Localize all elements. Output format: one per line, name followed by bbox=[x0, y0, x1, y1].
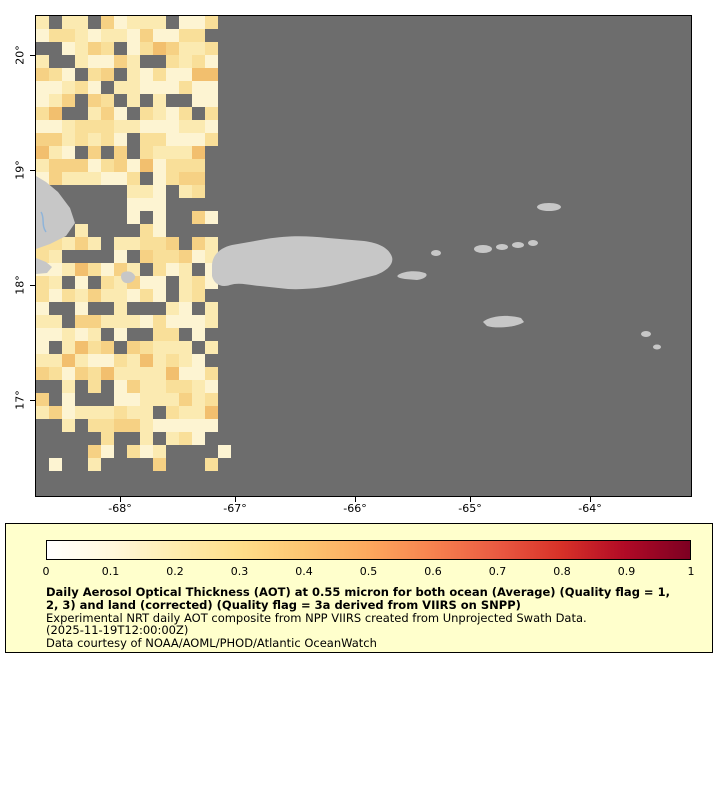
small-island-east-1 bbox=[641, 331, 651, 337]
lon-tick-label: -67° bbox=[223, 502, 247, 515]
lon-tick-mark bbox=[470, 497, 471, 502]
colorbar-tick-label: 0 bbox=[42, 565, 50, 578]
st-croix bbox=[483, 315, 524, 328]
colorbar-tick-label: 1 bbox=[687, 565, 695, 578]
tortola bbox=[512, 242, 524, 248]
colorbar-tick-label: 0.6 bbox=[424, 565, 442, 578]
colorbar-tick-label: 0.9 bbox=[617, 565, 636, 578]
lat-tick-mark bbox=[30, 285, 35, 286]
virgin-gorda bbox=[528, 240, 538, 246]
puerto-rico bbox=[212, 236, 393, 290]
lon-tick-mark bbox=[590, 497, 591, 502]
caption-detail-line: Data courtesy of NOAA/AOML/PHOD/Atlantic… bbox=[46, 636, 377, 651]
lon-tick-mark bbox=[120, 497, 121, 502]
legend-panel: 0 0.1 0.2 0.3 0.4 0.5 0.6 0.7 0.8 0.9 1 Daily Aero… bbox=[5, 523, 713, 653]
colorbar-tick-label: 0.8 bbox=[553, 565, 571, 578]
st-john bbox=[496, 244, 508, 250]
lat-tick-label: 18° bbox=[13, 275, 27, 295]
hispaniola-southeast bbox=[36, 258, 52, 274]
colorbar-tick-label: 0.5 bbox=[359, 565, 378, 578]
lon-tick-label: -66° bbox=[343, 502, 367, 515]
lon-tick-label: -65° bbox=[458, 502, 482, 515]
lat-tick-label: 20° bbox=[13, 45, 27, 65]
river-line bbox=[40, 211, 47, 233]
map-plot-area bbox=[35, 15, 692, 497]
culebra bbox=[431, 250, 441, 256]
caption-text: Daily Aerosol Optical Thickness (AOT) at… bbox=[46, 586, 670, 650]
lat-tick-mark bbox=[30, 170, 35, 171]
lat-tick-label: 17° bbox=[13, 390, 27, 410]
st-thomas bbox=[474, 245, 492, 253]
mona-island bbox=[121, 271, 136, 284]
colorbar-tick-label: 0.3 bbox=[230, 565, 249, 578]
lon-tick-label: -68° bbox=[108, 502, 132, 515]
caption-detail-line: Experimental NRT daily AOT composite fro… bbox=[46, 610, 587, 625]
caption-title-line: 2, 3) and land (corrected) (Quality flag… bbox=[46, 597, 521, 612]
lat-tick-label: 19° bbox=[13, 160, 27, 180]
land-shapes bbox=[36, 176, 661, 350]
map-svg bbox=[36, 16, 691, 496]
vieques bbox=[397, 271, 427, 280]
colorbar-tick-label: 0.2 bbox=[166, 565, 184, 578]
colorbar-tick-label: 0.1 bbox=[101, 565, 120, 578]
lon-tick-mark bbox=[355, 497, 356, 502]
small-island-east-2 bbox=[653, 344, 661, 350]
anegada bbox=[537, 203, 561, 211]
colorbar-tick-label: 0.7 bbox=[488, 565, 507, 578]
colorbar bbox=[46, 540, 691, 560]
lat-tick-mark bbox=[30, 400, 35, 401]
caption-title-line: Daily Aerosol Optical Thickness (AOT) at… bbox=[46, 585, 670, 599]
colorbar-tick-label: 0.4 bbox=[295, 565, 313, 578]
lon-tick-label: -64° bbox=[578, 502, 602, 515]
aot-mosaic bbox=[36, 16, 231, 471]
caption-detail-line: (2025-11-19T12:00:00Z) bbox=[46, 623, 189, 638]
lat-tick-mark bbox=[30, 55, 35, 56]
lon-tick-mark bbox=[235, 497, 236, 502]
